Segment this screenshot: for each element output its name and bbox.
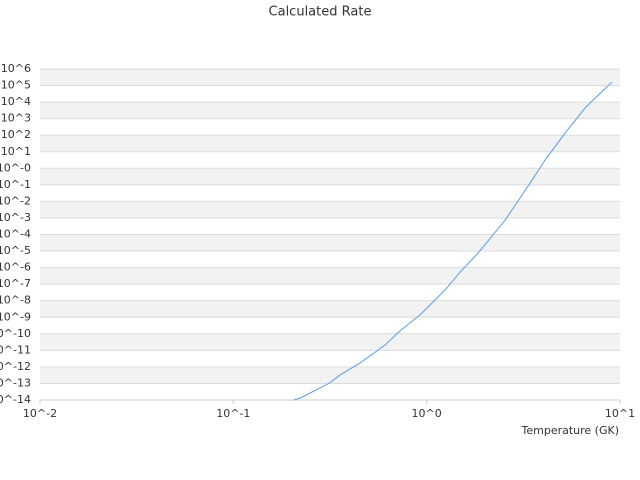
y-tick-label: 10^3	[1, 112, 31, 125]
grid-band	[40, 333, 620, 351]
y-tick-label: 10^5	[1, 79, 31, 92]
y-tick-label: 10^-9	[0, 310, 31, 323]
y-tick-label: 10^-4	[0, 228, 31, 241]
data-line	[293, 81, 613, 401]
grid-band	[40, 69, 620, 86]
y-tick-label: 10^-6	[0, 261, 31, 274]
x-tick-label: 10^1	[605, 407, 635, 420]
y-tick-label: 10^6	[1, 62, 31, 75]
grid-band	[40, 102, 620, 119]
y-tick-label: 10^-5	[0, 244, 31, 257]
x-tick-label: 10^0	[412, 407, 442, 420]
y-tick-label: 10^-12	[0, 360, 31, 373]
y-tick-label: 10^-11	[0, 343, 31, 356]
y-tick-label: 10^-3	[0, 211, 31, 224]
grid-band	[40, 234, 620, 252]
y-tick-label: 10^4	[1, 95, 31, 108]
grid-band	[40, 267, 620, 285]
y-tick-label: 10^-10	[0, 327, 31, 340]
y-tick-label: 10^2	[1, 128, 31, 141]
y-tick-label: 10^-13	[0, 376, 31, 389]
y-tick-label: 10^-14	[0, 393, 31, 406]
y-tick-label: 10^-7	[0, 277, 31, 290]
grid-band	[40, 168, 620, 185]
grid-band	[40, 366, 620, 384]
x-axis-label: Temperature (GK)	[521, 424, 620, 437]
grid-band	[40, 300, 620, 318]
chart-title: Calculated Rate	[269, 5, 372, 20]
x-tick-label: 10^-2	[23, 407, 57, 420]
y-tick-label: 10^-0	[0, 161, 31, 174]
y-tick-label: 10^1	[1, 145, 31, 158]
grid-band	[40, 135, 620, 152]
grid-band	[40, 201, 620, 218]
y-tick-label: 10^-8	[0, 294, 31, 307]
x-tick-label: 10^-1	[216, 407, 250, 420]
y-tick-label: 10^-1	[0, 178, 31, 191]
y-tick-label: 10^-2	[0, 194, 31, 207]
